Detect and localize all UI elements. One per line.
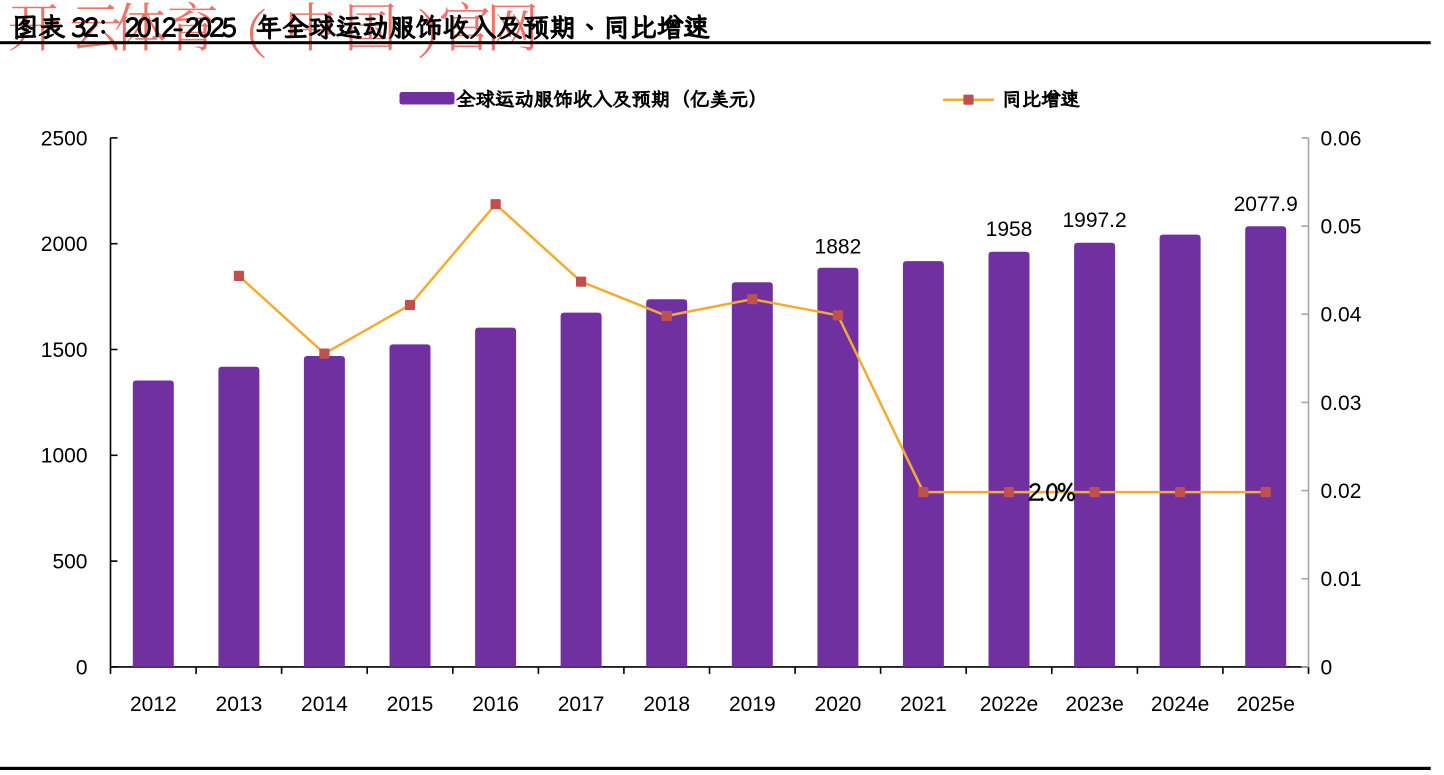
svg-text:2022e: 2022e: [980, 693, 1038, 716]
svg-text:2025e: 2025e: [1236, 693, 1294, 716]
svg-text:2015: 2015: [387, 693, 434, 716]
svg-text:0.04: 0.04: [1321, 304, 1362, 327]
svg-text:2500: 2500: [41, 127, 88, 150]
svg-text:0: 0: [1321, 656, 1333, 679]
svg-text:2018: 2018: [643, 693, 690, 716]
svg-text:2013: 2013: [216, 693, 263, 716]
svg-text:2077.9: 2077.9: [1234, 193, 1298, 216]
svg-text:2024e: 2024e: [1151, 693, 1209, 716]
svg-text:2023e: 2023e: [1065, 693, 1123, 716]
svg-text:1958: 1958: [986, 218, 1033, 241]
svg-text:0.02: 0.02: [1321, 480, 1362, 503]
svg-text:2019: 2019: [729, 693, 776, 716]
svg-text:1882: 1882: [815, 236, 862, 259]
svg-text:2012: 2012: [130, 693, 177, 716]
svg-text:500: 500: [52, 551, 87, 574]
svg-text:0: 0: [76, 656, 88, 679]
svg-text:2021: 2021: [900, 693, 947, 716]
svg-text:1500: 1500: [41, 339, 88, 362]
svg-text:1997.2: 1997.2: [1062, 209, 1126, 232]
svg-text:0.05: 0.05: [1321, 216, 1362, 239]
svg-text:2017: 2017: [558, 693, 605, 716]
svg-text:2014: 2014: [301, 693, 348, 716]
svg-text:0.06: 0.06: [1321, 127, 1362, 150]
svg-text:0.03: 0.03: [1321, 392, 1362, 415]
svg-text:2000: 2000: [41, 233, 88, 256]
svg-text:1000: 1000: [41, 445, 88, 468]
svg-text:2020: 2020: [815, 693, 862, 716]
svg-text:2016: 2016: [472, 693, 519, 716]
svg-text:0.01: 0.01: [1321, 568, 1362, 591]
